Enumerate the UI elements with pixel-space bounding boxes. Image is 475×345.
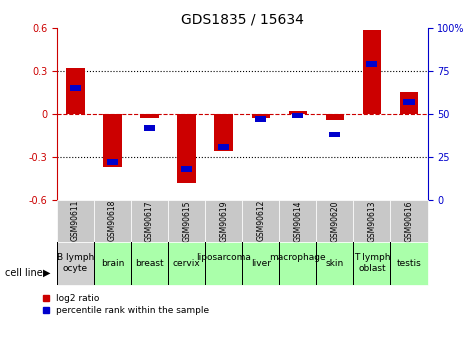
Text: liposarcoma: liposarcoma	[196, 253, 251, 273]
Text: ▶: ▶	[43, 268, 50, 277]
Bar	[366, 61, 378, 67]
Bar	[353, 200, 390, 242]
Bar	[218, 144, 229, 149]
Bar	[242, 200, 279, 242]
Bar	[104, 114, 122, 167]
Bar	[329, 132, 341, 137]
Text: GSM90612: GSM90612	[256, 200, 265, 242]
Text: liver: liver	[251, 258, 271, 268]
Text: B lymph
ocyte: B lymph ocyte	[57, 253, 94, 273]
Bar	[144, 125, 155, 130]
Text: GSM90619: GSM90619	[219, 200, 228, 242]
Text: T lymph
oblast: T lymph oblast	[354, 253, 390, 273]
Bar	[316, 241, 353, 285]
Bar	[57, 241, 94, 285]
Bar	[255, 116, 266, 122]
Text: testis: testis	[397, 258, 421, 268]
Text: GSM90617: GSM90617	[145, 200, 154, 242]
Bar	[205, 200, 242, 242]
Bar	[279, 241, 316, 285]
Bar	[242, 241, 279, 285]
Bar	[252, 114, 270, 118]
Legend: log2 ratio, percentile rank within the sample: log2 ratio, percentile rank within the s…	[43, 294, 209, 315]
Bar	[363, 30, 381, 114]
Bar	[57, 200, 94, 242]
Text: breast: breast	[135, 258, 164, 268]
Text: cervix: cervix	[173, 258, 200, 268]
Bar	[70, 85, 81, 91]
Bar	[400, 92, 418, 114]
Bar	[94, 241, 131, 285]
Bar	[141, 114, 159, 118]
Text: cell line: cell line	[5, 268, 42, 277]
Bar	[403, 99, 415, 105]
Text: GSM90620: GSM90620	[331, 200, 339, 242]
Text: GSM90611: GSM90611	[71, 200, 80, 242]
Bar	[131, 200, 168, 242]
Bar	[289, 111, 307, 114]
Text: GSM90618: GSM90618	[108, 200, 117, 242]
Text: GSM90614: GSM90614	[294, 200, 302, 242]
Text: GSM90616: GSM90616	[405, 200, 413, 242]
Text: GSM90613: GSM90613	[368, 200, 376, 242]
Text: skin: skin	[326, 258, 344, 268]
Bar	[205, 241, 242, 285]
Bar	[316, 200, 353, 242]
Text: brain: brain	[101, 258, 124, 268]
Text: macrophage: macrophage	[269, 253, 326, 273]
Bar	[326, 114, 344, 120]
Bar	[279, 200, 316, 242]
Bar	[66, 68, 85, 114]
Bar	[178, 114, 196, 183]
Bar	[390, 241, 428, 285]
Bar	[353, 241, 390, 285]
Bar	[107, 159, 118, 165]
Bar	[215, 114, 233, 151]
Bar	[292, 113, 304, 118]
Bar	[390, 200, 428, 242]
Bar	[168, 241, 205, 285]
Title: GDS1835 / 15634: GDS1835 / 15634	[181, 12, 304, 27]
Bar	[168, 200, 205, 242]
Bar	[131, 241, 168, 285]
Bar	[181, 166, 192, 172]
Bar	[94, 200, 131, 242]
Text: GSM90615: GSM90615	[182, 200, 191, 242]
